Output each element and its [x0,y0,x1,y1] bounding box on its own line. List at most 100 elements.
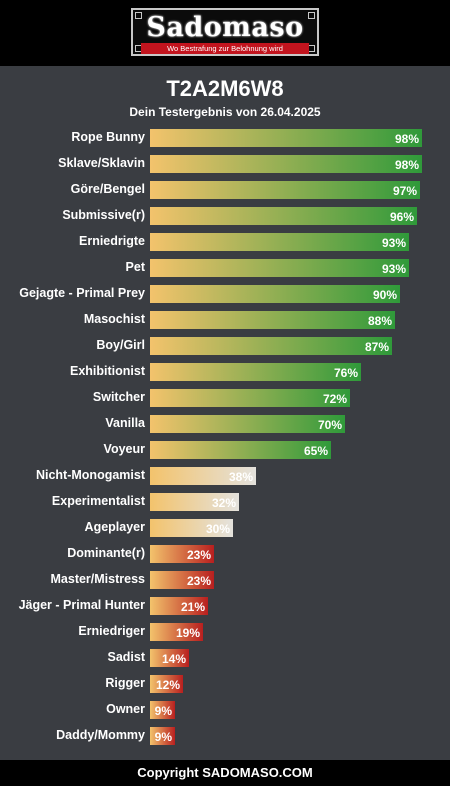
category-label: Rope Bunny [71,130,145,144]
chart-row: Owner 9% [0,698,450,724]
score-value-label: 23% [186,574,211,588]
category-label: Ageplayer [84,520,145,534]
result-code-title: T2A2M6W8 [166,76,284,101]
copyright-text: Copyright SADOMASO.COM [137,765,313,780]
score-bar: 21% [150,597,208,615]
score-value-label: 98% [394,132,419,146]
score-bar: 70% [150,415,345,433]
score-value-label: 70% [317,418,342,432]
footer: Copyright SADOMASO.COM [0,760,450,786]
score-value-label: 88% [367,314,392,328]
score-bar: 76% [150,363,361,381]
score-bar: 9% [150,727,175,745]
score-bar: 9% [150,701,175,719]
chart-row: Voyeur 65% [0,438,450,464]
chart-row: Jäger - Primal Hunter 21% [0,594,450,620]
score-value-label: 12% [155,678,180,692]
score-value-label: 21% [180,600,205,614]
category-label: Experimentalist [51,494,145,508]
score-bar: 12% [150,675,183,693]
score-value-label: 9% [154,730,172,744]
category-label: Owner [106,702,145,716]
score-bar: 93% [150,233,409,251]
category-label: Pet [125,260,145,274]
category-label: Daddy/Mommy [56,728,145,742]
score-bar: 98% [150,129,422,147]
chart-row: Master/Mistress 23% [0,568,450,594]
category-label: Jäger - Primal Hunter [18,598,145,612]
chart-row: Exhibitionist 76% [0,360,450,386]
score-value-label: 72% [322,392,347,406]
category-label: Boy/Girl [96,338,145,352]
category-label: Gejagte - Primal Prey [19,286,145,300]
score-bar: 90% [150,285,400,303]
score-bar: 93% [150,259,409,277]
score-value-label: 87% [364,340,389,354]
score-bar: 65% [150,441,331,459]
category-label: Masochist [83,312,145,326]
score-value-label: 14% [161,652,186,666]
logo-corner-ornament [135,12,142,19]
score-value-label: 23% [186,548,211,562]
chart-row: Ageplayer 30% [0,516,450,542]
score-value-label: 93% [381,262,406,276]
chart-row: Masochist 88% [0,308,450,334]
chart-row: Rope Bunny 98% [0,126,450,152]
category-label: Göre/Bengel [70,182,145,196]
category-label: Nicht-Monogamist [35,468,145,482]
score-bar: 87% [150,337,392,355]
category-label: Rigger [105,676,145,690]
chart-row: Erniedriger 19% [0,620,450,646]
category-label: Voyeur [103,442,145,456]
category-label: Dominante(r) [67,546,145,560]
score-value-label: 93% [381,236,406,250]
chart-row: Submissive(r) 96% [0,204,450,230]
chart-row: Göre/Bengel 97% [0,178,450,204]
chart-row: Pet 93% [0,256,450,282]
category-label: Submissive(r) [62,208,145,222]
score-bar: 14% [150,649,189,667]
score-value-label: 65% [303,444,328,458]
score-value-label: 9% [154,704,172,718]
score-value-label: 97% [392,184,417,198]
category-label: Erniedrigte [79,234,145,248]
chart-row: Nicht-Monogamist 38% [0,464,450,490]
chart-row: Erniedrigte 93% [0,230,450,256]
category-label: Master/Mistress [50,572,146,586]
chart-row: Dominante(r) 23% [0,542,450,568]
score-bar: 88% [150,311,395,329]
score-bar: 19% [150,623,203,641]
chart-row: Experimentalist 32% [0,490,450,516]
logo-corner-ornament [308,12,315,19]
score-bar: 96% [150,207,417,225]
chart-row: Rigger 12% [0,672,450,698]
logo-wordmark: Sadomaso [146,12,304,43]
score-value-label: 19% [175,626,200,640]
score-value-label: 98% [394,158,419,172]
result-subtitle: Dein Testergebnis von 26.04.2025 [129,105,321,119]
score-value-label: 96% [389,210,414,224]
category-label: Erniedriger [78,624,145,638]
score-bar: 23% [150,545,214,563]
chart-row: Boy/Girl 87% [0,334,450,360]
logo-corner-ornament [308,45,315,52]
site-logo[interactable]: Sadomaso Wo Bestrafung zur Belohnung wir… [131,8,319,56]
chart-row: Sklave/Sklavin 98% [0,152,450,178]
chart-row: Gejagte - Primal Prey 90% [0,282,450,308]
score-value-label: 76% [333,366,358,380]
score-bar: 38% [150,467,256,485]
category-label: Vanilla [105,416,145,430]
score-value-label: 38% [228,470,253,484]
logo-tagline: Wo Bestrafung zur Belohnung wird [141,43,309,54]
category-label: Sklave/Sklavin [58,156,145,170]
category-label: Sadist [107,650,145,664]
score-bar: 98% [150,155,422,173]
category-label: Switcher [92,390,145,404]
score-bar: 97% [150,181,420,199]
result-bar-chart: Rope Bunny 98% Sklave/Sklavin 98% Göre/Benge… [0,126,450,750]
score-value-label: 30% [205,522,230,536]
top-banner: Sadomaso Wo Bestrafung zur Belohnung wir… [0,0,450,66]
score-value-label: 90% [372,288,397,302]
score-value-label: 32% [211,496,236,510]
category-label: Exhibitionist [70,364,145,378]
